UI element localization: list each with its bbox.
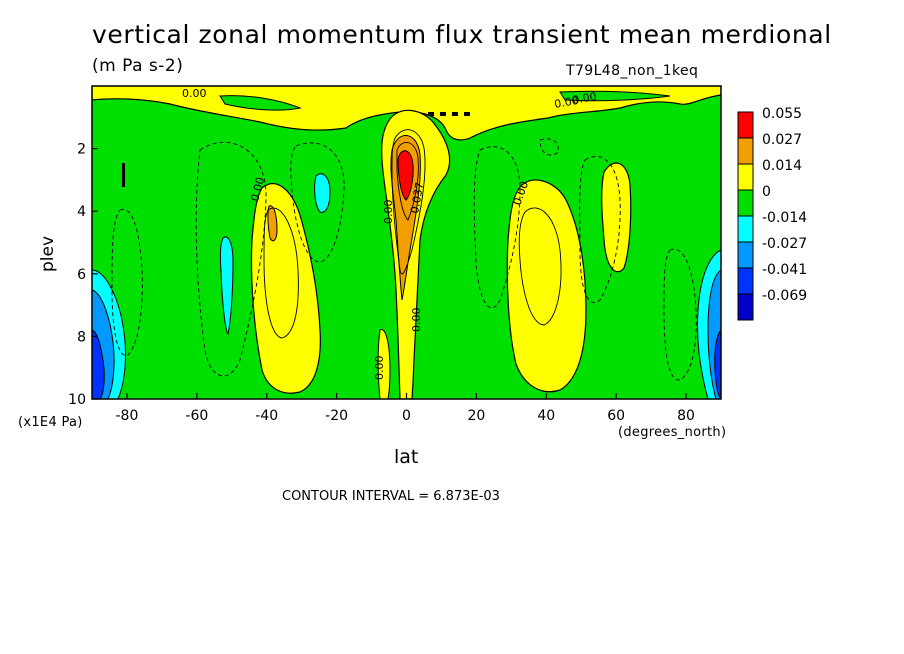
legend-label: -0.027 <box>762 236 807 252</box>
south-midlat-orange <box>267 205 278 242</box>
contour-label: 0.00 <box>373 356 386 381</box>
legend-label: 0 <box>762 184 771 200</box>
legend-label: 0.027 <box>762 132 802 148</box>
legend-swatch <box>737 137 754 165</box>
positive-contours <box>263 129 562 339</box>
neg-contour-4 <box>579 155 621 303</box>
negative-contours <box>111 138 697 381</box>
neg-contour-5 <box>111 208 143 356</box>
chart-units: (m Pa s-2) <box>92 56 184 76</box>
legend-swatch <box>737 267 754 295</box>
legend-label: 0.055 <box>762 106 802 122</box>
equatorial-red-core <box>397 150 414 201</box>
legend-label: 0.014 <box>762 158 802 174</box>
top-artifact-1 <box>428 112 434 116</box>
contour-label: 0.00 <box>553 94 579 111</box>
north-polar-positive <box>601 162 632 273</box>
color-legend: 0.055 0.027 0.014 0 -0.014 -0.027 -0.041 -0.069 <box>737 106 807 321</box>
x-tick-label: -20 <box>325 408 348 424</box>
pos-contour-equator-1 <box>391 129 426 275</box>
legend-swatch <box>737 215 754 243</box>
x-tick-label: -60 <box>185 408 208 424</box>
legend-label: -0.014 <box>762 210 807 226</box>
y-tick-label: 2 <box>77 142 86 158</box>
contour-interval-label: CONTOUR INTERVAL = 6.873E-03 <box>282 489 500 504</box>
x-tick-label: -40 <box>255 408 278 424</box>
y-tick-label: 6 <box>77 267 86 283</box>
legend-swatch <box>737 241 754 269</box>
legend-swatch <box>737 163 754 191</box>
y-tick-label: 4 <box>77 204 86 220</box>
x-tick-label: 40 <box>537 408 555 424</box>
y-tick-label: 10 <box>68 392 86 408</box>
top-artifact-4 <box>464 112 470 116</box>
legend-label: -0.069 <box>762 288 807 304</box>
south-cyan-streak <box>314 173 331 213</box>
contour-label: 0.00 <box>182 87 207 100</box>
pos-contour-equator-2 <box>396 142 419 221</box>
filled-contours <box>92 86 721 399</box>
top-artifact-3 <box>452 112 458 116</box>
north-midlat-positive <box>506 179 587 393</box>
legend-label: -0.041 <box>762 262 807 278</box>
south-artifact <box>122 163 125 187</box>
north-polar-deep-blue <box>714 329 721 399</box>
upper-green-pocket-2 <box>559 90 671 102</box>
chart-title: vertical zonal momentum flux transient m… <box>92 20 832 49</box>
pos-contour-south <box>263 207 299 339</box>
y-axis-units: (x1E4 Pa) <box>18 415 83 430</box>
x-tick-label: 60 <box>607 408 625 424</box>
south-cyan-streak-2 <box>219 236 234 336</box>
y-tick-label: 8 <box>77 329 86 345</box>
legend-swatch <box>737 293 754 321</box>
contour-label: 0.00 <box>248 176 267 203</box>
pos-contour-north <box>518 207 562 326</box>
contour-labels: 0.00 0.00 0.00 0.00 0.037 0.00 0.00 0.00… <box>182 87 598 380</box>
y-axis-ticks: 2 4 6 8 10 <box>68 142 98 408</box>
neg-contour-6 <box>663 248 697 381</box>
neg-contour-3 <box>473 146 521 309</box>
x-axis-ticks: -80 -60 -40 -20 0 20 40 60 80 <box>116 393 695 424</box>
legend-swatch <box>737 111 754 139</box>
x-axis-units: (degrees_north) <box>618 425 727 440</box>
neg-contour-7 <box>539 138 559 156</box>
contour-label: 0.00 <box>410 308 423 333</box>
south-midlat-positive <box>250 183 321 394</box>
x-axis-label: lat <box>394 446 419 468</box>
x-tick-label: 20 <box>467 408 485 424</box>
x-tick-label: 0 <box>402 408 411 424</box>
neg-contour-1 <box>195 141 267 377</box>
contour-label: 0.00 <box>382 200 395 225</box>
equatorial-lower-tail <box>377 329 391 399</box>
top-artifact-2 <box>440 112 446 116</box>
x-tick-label: 80 <box>677 408 695 424</box>
x-tick-label: -80 <box>116 408 139 424</box>
upper-green-pocket <box>219 95 302 111</box>
legend-swatch <box>737 189 754 217</box>
dataset-label: T79L48_non_1keq <box>566 63 699 79</box>
contour-label: 0.037 <box>408 181 426 214</box>
contour-label: 0.00 <box>571 90 597 107</box>
